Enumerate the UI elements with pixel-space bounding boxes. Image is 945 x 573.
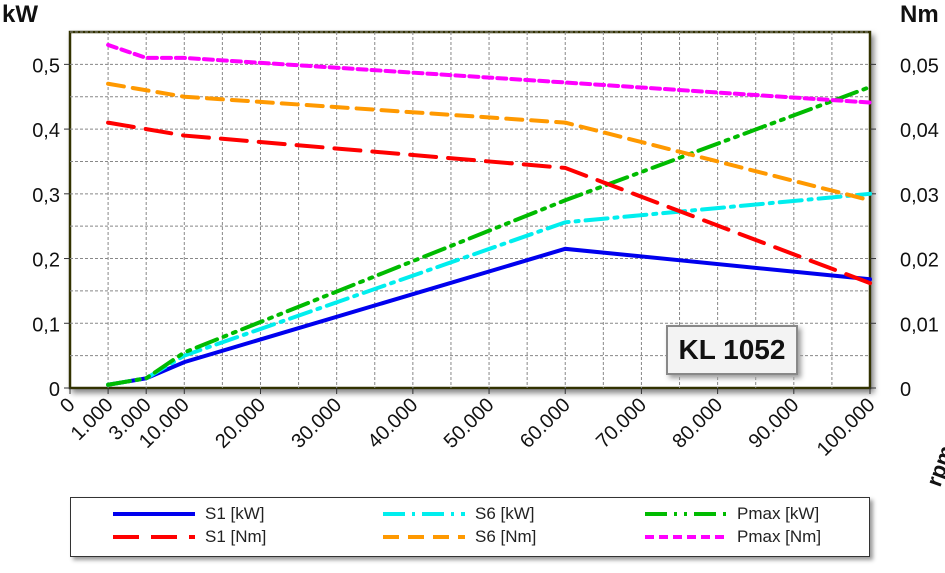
legend-item: S1 [kW] — [111, 503, 265, 525]
x-tick-label: 50.000 — [440, 394, 499, 453]
legend-label: Pmax [Nm] — [737, 527, 822, 546]
series-line — [106, 246, 872, 387]
y2-tick-label: 0,03 — [900, 185, 939, 207]
x-tick-label: 1.000 — [67, 394, 118, 445]
legend-swatch — [383, 512, 465, 516]
y-tick-label: 0,2 — [32, 250, 60, 272]
legend-label: S6 [kW] — [475, 504, 535, 523]
y2-tick-label: 0,05 — [900, 55, 939, 77]
y2-axis-label: Nm — [900, 1, 939, 28]
x-tick-label: 30.000 — [287, 394, 346, 453]
y2-tick-label: 0,02 — [900, 250, 939, 272]
x-tick-label: 90.000 — [745, 394, 804, 453]
legend-item: S1 [Nm] — [111, 526, 266, 548]
legend-swatch — [645, 512, 727, 516]
legend-item: Pmax [kW] — [643, 503, 819, 525]
legend: S1 [kW] S6 [kW] Pmax [kW] S1 [Nm] S6 [Nm] Pma… — [70, 497, 870, 557]
series-line — [106, 85, 872, 387]
series-line — [106, 120, 872, 286]
y-tick-label: 0,3 — [32, 185, 60, 207]
legend-swatch — [113, 512, 195, 516]
legend-label: Pmax [kW] — [737, 504, 820, 523]
legend-label: S6 [Nm] — [475, 527, 537, 546]
x-tick-label: 70.000 — [592, 394, 651, 453]
legend-swatch — [113, 535, 195, 539]
y-tick-label: 0,1 — [32, 314, 60, 336]
series-lines — [106, 42, 872, 387]
x-axis-label: rpm — [921, 442, 945, 490]
legend-label: S1 [Nm] — [205, 527, 267, 546]
model-label: KL 1052 — [666, 325, 798, 375]
y-tick-label: 0,4 — [32, 120, 60, 142]
x-tick-label: 0 — [56, 394, 79, 417]
y2-tick-label: 0,01 — [900, 314, 939, 336]
y-tick-label: 0 — [49, 379, 60, 401]
legend-swatch — [645, 535, 727, 539]
y-axis-label: kW — [2, 1, 38, 28]
legend-item: S6 [Nm] — [381, 526, 536, 548]
x-tick-label: 40.000 — [364, 394, 423, 453]
series-line — [106, 191, 872, 387]
y-tick-label: 0,5 — [32, 55, 60, 77]
series-line — [106, 81, 872, 203]
x-tick-label: 100.000 — [813, 394, 880, 461]
chart: 00,10,20,30,40,500,010,020,030,040,0501.… — [2, 1, 945, 490]
legend-item: Pmax [Nm] — [643, 526, 821, 548]
y2-tick-label: 0,04 — [900, 120, 939, 142]
y2-tick-label: 0 — [900, 379, 911, 401]
series-line — [106, 42, 872, 105]
x-tick-label: 60.000 — [516, 394, 575, 453]
legend-label: S1 [kW] — [205, 504, 265, 523]
legend-item: S6 [kW] — [381, 503, 535, 525]
x-tick-label: 20.000 — [211, 394, 270, 453]
legend-swatch — [383, 535, 465, 539]
x-tick-label: 80.000 — [668, 394, 727, 453]
